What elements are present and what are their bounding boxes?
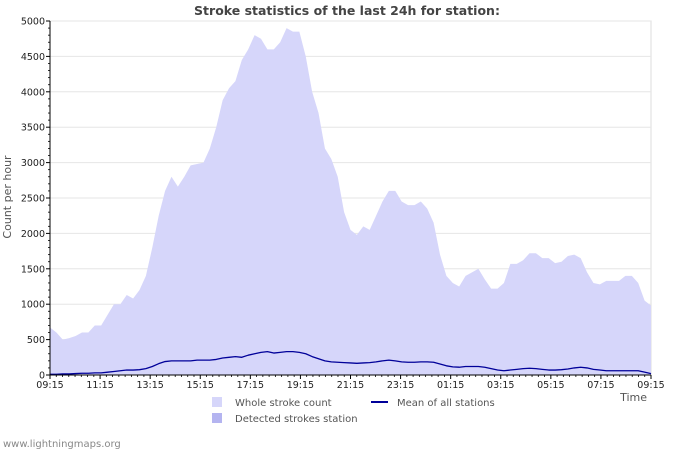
x-tick-label: 01:15 — [437, 380, 464, 391]
x-tick-label: 09:15 — [36, 380, 63, 391]
y-tick-label: 3500 — [21, 123, 45, 134]
x-tick-label: 09:15 — [637, 380, 664, 391]
x-tick-label: 17:15 — [237, 380, 264, 391]
legend: Whole stroke count Detected strokes stat… — [212, 397, 495, 425]
x-tick-label: 15:15 — [187, 380, 214, 391]
x-tick-labels: 09:15 11:15 13:15 15:15 17:15 19:15 21:15 23:15… — [36, 380, 664, 391]
series-line-2 — [50, 350, 652, 375]
line-series — [50, 350, 652, 375]
x-tick-label: 23:15 — [387, 380, 414, 391]
y-tick-label: 5000 — [21, 17, 45, 28]
x-tick-label: 19:15 — [287, 380, 314, 391]
y-tick-label: 3000 — [21, 158, 45, 169]
y-tick-label: 2000 — [21, 229, 45, 240]
x-axis-label: Time — [619, 391, 647, 404]
x-tick-label: 05:15 — [537, 380, 564, 391]
legend-swatch-detected — [212, 413, 222, 423]
x-tick-label: 11:15 — [86, 380, 113, 391]
y-tick-labels: 0 500 1000 1500 2000 2500 3000 3500 4000 4500 5000 — [21, 17, 45, 382]
y-tick-label: 4000 — [21, 87, 45, 98]
legend-label-whole: Whole stroke count — [235, 398, 332, 409]
x-tick-label: 07:15 — [587, 380, 614, 391]
legend-label-detected: Detected strokes station — [235, 414, 358, 425]
series-area-0 — [50, 28, 651, 376]
legend-swatch-whole — [212, 397, 222, 407]
y-tick-label: 2500 — [21, 194, 45, 205]
x-tick-label: 21:15 — [337, 380, 364, 391]
footer-credit: www.lightningmaps.org — [3, 439, 121, 450]
area-series — [50, 28, 651, 376]
y-tick-label: 1000 — [21, 300, 45, 311]
y-tick-label: 1500 — [21, 264, 45, 275]
y-tick-label: 500 — [27, 335, 45, 346]
legend-label-mean: Mean of all stations — [397, 398, 495, 409]
y-axis-label: Count per hour — [1, 155, 14, 239]
chart-title: Stroke statistics of the last 24h for st… — [194, 3, 500, 18]
axes — [46, 20, 652, 379]
x-tick-label: 13:15 — [136, 380, 163, 391]
y-tick-label: 4500 — [21, 52, 45, 63]
y-tick-label: 0 — [39, 371, 45, 382]
x-tick-label: 03:15 — [487, 380, 514, 391]
